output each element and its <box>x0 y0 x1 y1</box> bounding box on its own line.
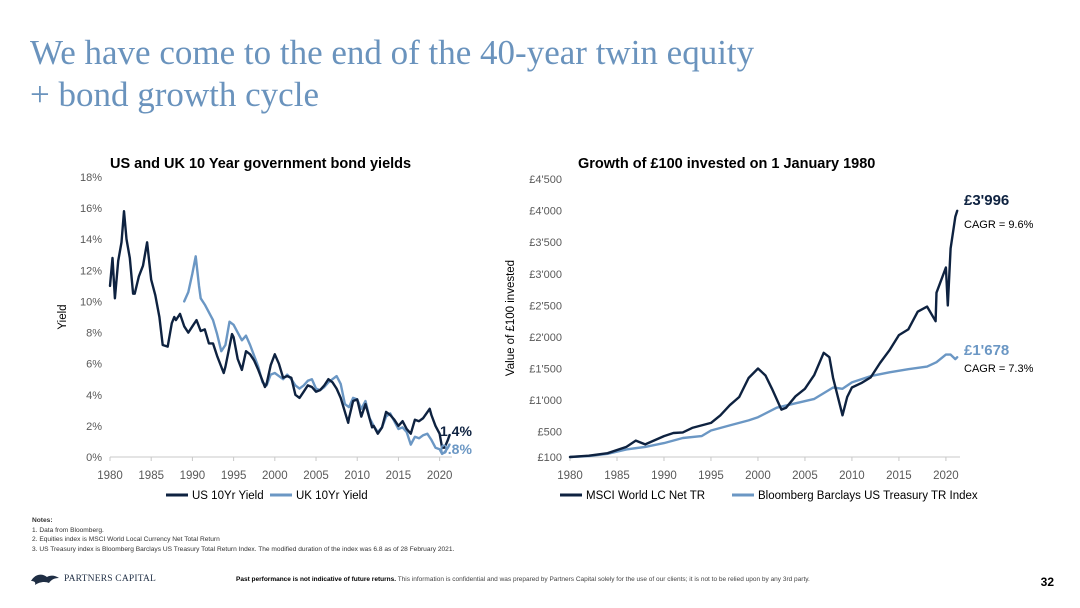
y-tick-label: £1'500 <box>529 364 562 376</box>
y-tick-label: £3'000 <box>529 269 562 281</box>
chart-title: Growth of £100 invested on 1 January 198… <box>578 156 875 172</box>
bond-yields-chart: US and UK 10 Year government bond yields… <box>48 150 488 510</box>
y-tick-label: £3'500 <box>529 237 562 249</box>
y-tick-label: £4'000 <box>529 206 562 218</box>
y-tick-label: 12% <box>80 265 102 277</box>
x-tick-label: 1990 <box>651 470 677 482</box>
chart-title: US and UK 10 Year government bond yields <box>110 156 411 172</box>
end-value-label: 1.4% <box>440 423 472 439</box>
x-tick-label: 1985 <box>138 470 164 482</box>
y-tick-label: 18% <box>80 172 102 184</box>
legend-label: MSCI World LC Net TR <box>586 490 705 502</box>
x-tick-label: 2015 <box>386 470 412 482</box>
end-value-label: £3'996 <box>964 192 1009 209</box>
legend-label: US 10Yr Yield <box>192 490 264 502</box>
y-tick-label: 6% <box>86 359 102 371</box>
slide-title-line-1: We have come to the end of the 40-year t… <box>30 33 755 72</box>
x-tick-label: 2000 <box>262 470 288 482</box>
y-tick-label: 2% <box>86 421 102 433</box>
series-line-bloomberg-barclays-us-treasury-tr-index <box>568 353 959 459</box>
y-tick-label: £100 <box>538 452 562 464</box>
disclaimer: Past performance is not indicative of fu… <box>236 576 810 583</box>
y-tick-label: 4% <box>86 390 102 402</box>
growth-of-100-chart: Growth of £100 invested on 1 January 198… <box>498 150 1050 510</box>
y-tick-label: 16% <box>80 203 102 215</box>
x-tick-label: 2010 <box>344 470 370 482</box>
y-tick-label: 14% <box>80 234 102 246</box>
note-item: 2. Equities index is MSCI World Local Cu… <box>32 536 220 544</box>
cagr-annotation: CAGR = 7.3% <box>964 363 1034 375</box>
partners-capital-logo: PARTNERS CAPITAL <box>30 572 156 586</box>
slide-title-line-2: + bond growth cycle <box>30 75 319 114</box>
x-tick-label: 1985 <box>604 470 630 482</box>
x-tick-label: 2005 <box>303 470 329 482</box>
y-tick-label: £2'000 <box>529 332 562 344</box>
y-tick-label: £4'500 <box>529 174 562 186</box>
disclaimer-text: This information is confidential and was… <box>396 576 810 583</box>
y-axis-label: Value of £100 invested <box>505 260 517 376</box>
slide-title: We have come to the end of the 40-year t… <box>30 32 930 116</box>
disclaimer-bold: Past performance is not indicative of fu… <box>236 576 397 583</box>
logo-text: PARTNERS CAPITAL <box>64 574 157 584</box>
legend-label: UK 10Yr Yield <box>296 490 368 502</box>
y-tick-label: 10% <box>80 296 102 308</box>
series-line-msci-world-lc-net-tr <box>568 209 959 459</box>
notes-header: Notes: <box>32 517 53 524</box>
y-tick-label: 0% <box>86 452 102 464</box>
page-number: 32 <box>1040 575 1054 589</box>
y-tick-label: £2'500 <box>529 300 562 312</box>
y-axis-label: Yield <box>57 304 69 329</box>
note-item: 1. Data from Bloomberg. <box>32 526 104 534</box>
x-tick-label: 2020 <box>933 470 959 482</box>
series-line-uk-10yr-yield <box>183 255 451 456</box>
y-tick-label: £500 <box>538 427 562 439</box>
chart-svg: Growth of £100 invested on 1 January 198… <box>505 156 1034 502</box>
x-tick-label: 2015 <box>886 470 912 482</box>
x-tick-label: 1980 <box>557 470 583 482</box>
y-tick-label: 8% <box>86 328 102 340</box>
x-tick-label: 1990 <box>180 470 206 482</box>
x-tick-label: 1980 <box>97 470 123 482</box>
bird-logo-icon <box>31 574 59 585</box>
x-tick-label: 2010 <box>839 470 865 482</box>
x-tick-label: 1995 <box>221 470 247 482</box>
x-tick-label: 1995 <box>698 470 724 482</box>
legend-label: Bloomberg Barclays US Treasury TR Index <box>758 490 978 502</box>
end-value-label: 0.8% <box>440 441 472 457</box>
series-line-us-10yr-yield <box>108 210 451 449</box>
x-tick-label: 2020 <box>427 470 453 482</box>
y-tick-label: £1'000 <box>529 395 562 407</box>
x-tick-label: 2000 <box>745 470 771 482</box>
x-tick-label: 2005 <box>792 470 818 482</box>
cagr-annotation: CAGR = 9.6% <box>964 219 1034 231</box>
note-item: 3. US Treasury index is Bloomberg Barcla… <box>32 545 455 553</box>
end-value-label: £1'678 <box>964 342 1009 359</box>
chart-svg: US and UK 10 Year government bond yields… <box>57 156 472 502</box>
notes: Notes: 1. Data from Bloomberg. 2. Equiti… <box>32 516 454 554</box>
